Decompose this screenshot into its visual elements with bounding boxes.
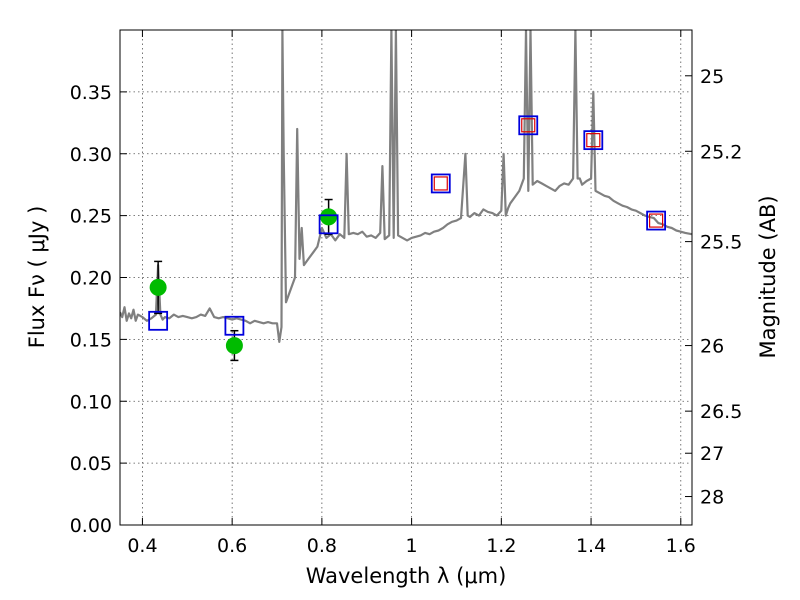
y-tick-label: 0.10	[70, 391, 112, 413]
x-axis-label: Wavelength λ (μm)	[306, 564, 507, 588]
x-tick-label: 0.6	[217, 535, 247, 557]
y2-tick-label: 25.2	[700, 141, 742, 163]
x-tick-label: 1.6	[666, 535, 696, 557]
y-tick-label: 0.25	[70, 206, 112, 228]
model-point	[224, 315, 245, 336]
observed-point	[149, 278, 167, 296]
markers-layer	[148, 115, 667, 362]
model-point-ir	[433, 176, 448, 191]
y-tick-label: 0.15	[70, 329, 112, 351]
y-axis-label: Flux Fν ( μJy )	[25, 206, 49, 349]
spectrum-line	[120, 30, 692, 343]
model-point	[430, 173, 451, 194]
spectrum-layer	[120, 30, 692, 343]
x-tick-label: 0.4	[127, 535, 157, 557]
y-tick-label: 0.30	[70, 144, 112, 166]
x-tick-label: 1	[406, 535, 418, 557]
model-point-ir	[586, 133, 601, 148]
x-tick-label: 0.8	[307, 535, 337, 557]
y2-tick-label: 27	[700, 443, 724, 465]
y-tick-label: 0.00	[70, 515, 112, 537]
axis-ticks: 0.4 0.6 0.8 1 1.2 1.4 1.6 0.00 0.05 0.10 0.15 0.20 0…	[70, 30, 742, 557]
model-point	[646, 210, 667, 231]
grid-lines	[120, 30, 692, 526]
model-point	[318, 214, 339, 235]
observed-point	[320, 208, 338, 226]
y2-tick-label: 26.5	[700, 401, 742, 423]
model-point	[518, 115, 539, 136]
y2-tick-label: 28	[700, 487, 724, 509]
y2-tick-label: 26	[700, 336, 724, 358]
y2-axis-label: Magnitude (AB)	[756, 195, 780, 358]
model-point	[148, 310, 169, 331]
model-point-ir	[649, 213, 664, 228]
model-point-ir	[521, 118, 536, 133]
y2-tick-label: 25	[700, 66, 724, 88]
observed-point	[225, 337, 243, 355]
y2-tick-label: 25.5	[700, 232, 742, 254]
x-tick-label: 1.2	[486, 535, 516, 557]
y-tick-label: 0.05	[70, 453, 112, 475]
model-point	[583, 130, 604, 151]
x-tick-label: 1.4	[576, 535, 606, 557]
y-tick-label: 0.35	[70, 82, 112, 104]
y-tick-label: 0.20	[70, 268, 112, 290]
